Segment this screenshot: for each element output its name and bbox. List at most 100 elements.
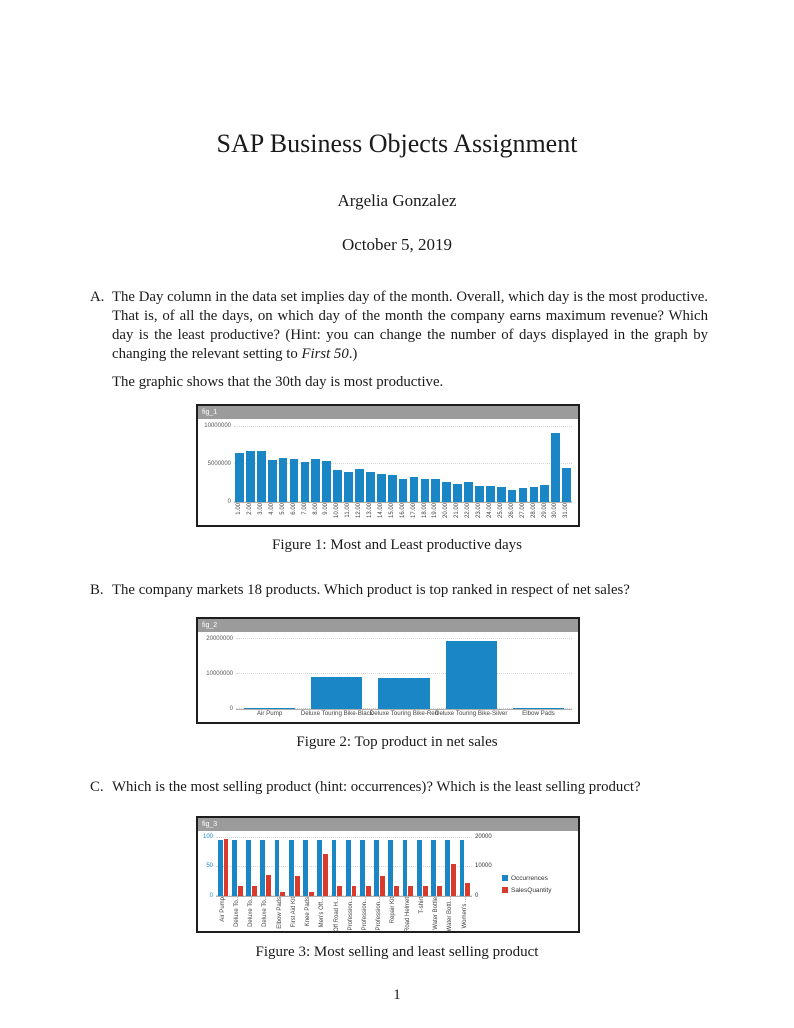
bar-group (387, 835, 401, 896)
figure-1-chart: 0 5000000 10000000 1.00 2.00 3.00 4.00 5.00 6.00… (198, 419, 578, 525)
bar-salesquantity (308, 891, 314, 896)
x-tick-label: Repair Kit (387, 897, 401, 931)
y-tick-label: 50 (206, 863, 213, 870)
gridline (216, 895, 472, 896)
x-tick-text: 20.00 (443, 503, 450, 519)
bar-group (365, 423, 376, 502)
x-axis-labels: 1.00 2.00 3.00 4.00 5.00 6.00 7.00 8.00 9.00 10.0… (234, 503, 572, 525)
bar-group (458, 835, 472, 896)
x-tick-label: Deluxe Touring Bike-Black (300, 710, 373, 722)
chart-body: 0 5000000 10000000 1.00 2.00 3.00 4.00 5.00 6.00… (198, 421, 578, 525)
bar-group (303, 636, 370, 709)
x-tick-label: 25.00 (496, 503, 507, 525)
bar-group (259, 835, 273, 896)
bar-group (550, 423, 561, 502)
gridline (236, 638, 572, 640)
x-tick-label: Water Bottle (429, 897, 443, 931)
plot-column: 1.00 2.00 3.00 4.00 5.00 6.00 7.00 8.00 9.00 10.0… (234, 423, 572, 525)
x-tick-label: 24.00 (485, 503, 496, 525)
x-tick-text: Men's Off... (319, 897, 326, 928)
bar-group (496, 423, 507, 502)
x-tick-label: Women's ... (458, 897, 472, 931)
bar-group (438, 636, 505, 709)
bar-group (401, 835, 415, 896)
bar (512, 708, 564, 709)
chart-body: 0 50 100 Air Pump Deluxe To.. Deluxe To.. Delu… (198, 833, 578, 932)
bar-group (485, 423, 496, 502)
x-tick-label: 20.00 (441, 503, 452, 525)
x-tick-text: Repair Kit (390, 897, 397, 924)
x-tick-text: 10.00 (334, 503, 341, 519)
x-tick-text: Knee Pads (305, 897, 312, 927)
figure-1: fig_1 0 5000000 10000000 1.00 2.00 3.00 4.00 5.… (196, 404, 580, 527)
bar-group (474, 423, 485, 502)
y-axis-left: 0 50 100 (200, 834, 216, 899)
x-tick-text: 13.00 (367, 503, 374, 519)
plot-area (216, 835, 472, 897)
item-a-text: The Day column in the data set implies d… (112, 288, 708, 364)
bar (235, 453, 244, 502)
x-tick-text: Air Pump (219, 897, 226, 922)
item-b-label: B. (90, 582, 104, 598)
bar-group (370, 636, 437, 709)
bar-group (358, 835, 372, 896)
x-tick-label: Off Road H... (330, 897, 344, 932)
x-tick-label: 11.00 (343, 503, 354, 525)
bar-group (344, 835, 358, 896)
x-tick-label: 31.00 (561, 503, 572, 525)
x-tick-label: 23.00 (474, 503, 485, 525)
x-tick-text: 18.00 (421, 503, 428, 519)
document-date: October 5, 2019 (341, 235, 452, 254)
bar (409, 477, 419, 502)
bar (464, 482, 473, 502)
bar (485, 486, 495, 502)
bar-salesquantity (380, 875, 385, 896)
x-tick-label: 10.00 (332, 503, 343, 525)
x-tick-text: 9.00 (323, 503, 330, 515)
bar-salesquantity (252, 886, 257, 896)
x-tick-text: Air Pump (256, 710, 283, 717)
bar (246, 450, 255, 502)
x-tick-text: 7.00 (301, 503, 308, 515)
x-tick-label: Road Helmet (401, 897, 415, 931)
x-tick-label: Deluxe To.. (259, 897, 273, 931)
x-tick-label: 15.00 (387, 503, 398, 525)
x-tick-text: 31.00 (563, 503, 570, 519)
y-tick-label: 20000000 (206, 635, 233, 642)
x-tick-text: Deluxe Touring Bike-Black (300, 710, 373, 717)
x-tick-text: 1.00 (236, 503, 243, 515)
question-b-row: B. The company markets 18 products. Whic… (90, 581, 708, 600)
figure-2: fig_2 0 10000000 20000000 Air Pump Deluxe To… (196, 617, 580, 724)
bar-salesquantity (465, 882, 471, 896)
bar (431, 479, 441, 502)
gridline (234, 425, 572, 427)
y-tick-label: 0 (209, 893, 213, 899)
x-tick-text: 26.00 (508, 503, 515, 519)
bar-salesquantity (237, 886, 243, 896)
bar (507, 489, 517, 502)
x-tick-text: Women's ... (461, 897, 468, 929)
x-tick-text: 3.00 (257, 503, 264, 515)
x-tick-label: Deluxe To.. (230, 897, 244, 931)
bar-group (256, 423, 267, 502)
bar-salesquantity (351, 885, 357, 896)
x-tick-label: 13.00 (365, 503, 376, 525)
figure-1-caption: Figure 1: Most and Least productive days (272, 537, 522, 553)
x-tick-label: 19.00 (430, 503, 441, 525)
bar-salesquantity (337, 886, 343, 896)
x-tick-text: 22.00 (465, 503, 472, 519)
gridline (234, 463, 572, 465)
x-tick-text: Off Road H... (333, 897, 340, 932)
chart-body: 0 10000000 20000000 Air Pump Deluxe Touring … (198, 634, 578, 722)
x-tick-label: 26.00 (507, 503, 518, 525)
x-tick-text: 27.00 (519, 503, 526, 519)
x-tick-label: 6.00 (289, 503, 300, 525)
plot-column: Air Pump Deluxe To.. Deluxe To.. Deluxe To.… (216, 835, 472, 932)
bar-group (430, 423, 441, 502)
bar-occurrences (445, 839, 451, 896)
item-a-text-tail: .) (348, 346, 358, 362)
x-tick-text: Profession... (347, 897, 354, 931)
bar-salesquantity (365, 886, 371, 896)
x-tick-text: 16.00 (399, 503, 406, 519)
